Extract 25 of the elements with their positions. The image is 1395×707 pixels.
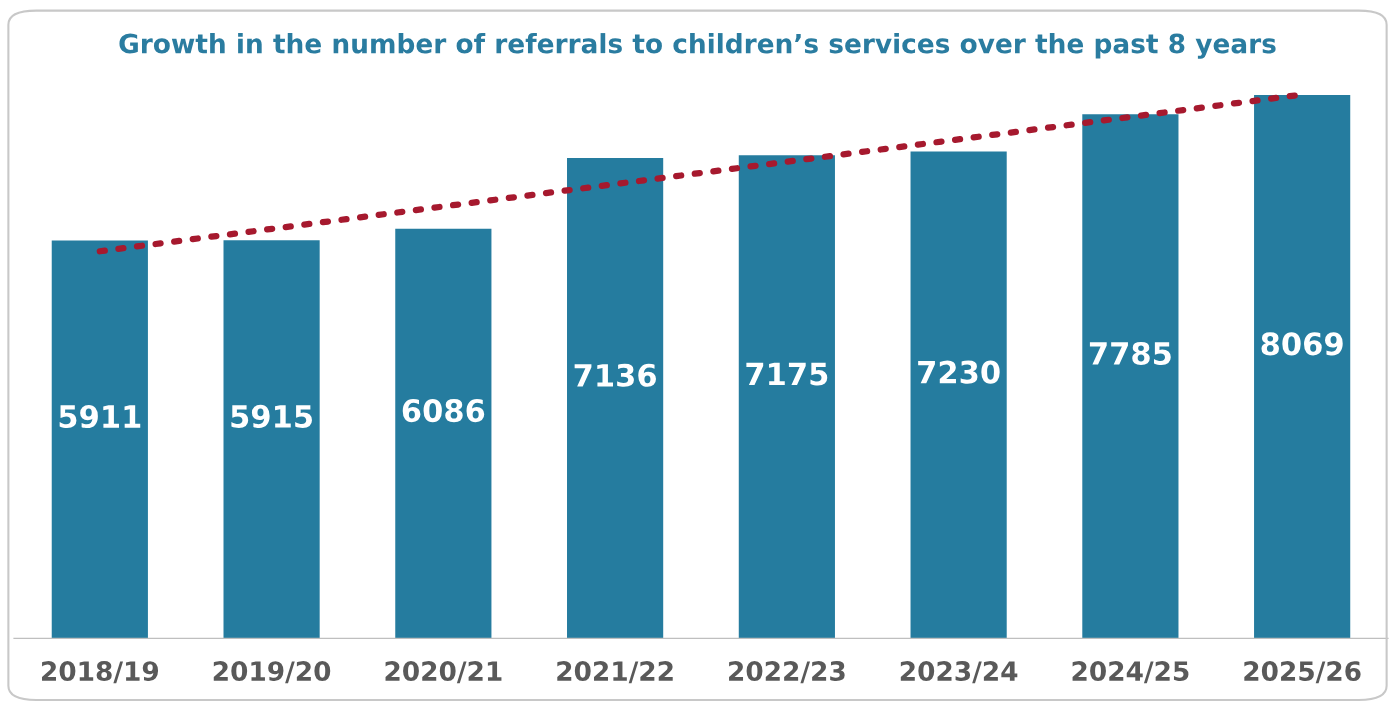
- data-label: 5915: [231, 404, 312, 428]
- x-tick-label: 2018/19: [42, 661, 159, 684]
- data-label: 5911: [59, 405, 141, 429]
- data-label: 7230: [918, 360, 1000, 384]
- data-label: 6086: [402, 399, 485, 423]
- bar: [1254, 95, 1351, 639]
- bar: [223, 240, 320, 639]
- x-tick-label: 2024/25: [1072, 661, 1189, 684]
- x-tick-label: 2022/23: [729, 661, 845, 684]
- data-label: 8069: [1261, 332, 1343, 356]
- x-tick-label: 2019/20: [213, 661, 331, 684]
- bar: [1082, 114, 1179, 639]
- chart-title: Growth in the number of referrals to children’s services over the past 8 years: [119, 33, 1276, 59]
- bar: [910, 151, 1007, 639]
- bar: [738, 155, 835, 639]
- x-tick-label: 2023/24: [900, 661, 1018, 684]
- data-label: 7785: [1089, 341, 1171, 365]
- x-tick-label: 2025/26: [1244, 661, 1361, 684]
- bar: [51, 240, 148, 639]
- x-tick-label: 2020/21: [385, 661, 502, 684]
- bar: [567, 157, 664, 639]
- data-label: 7175: [746, 362, 828, 386]
- x-tick-label: 2021/22: [557, 661, 673, 684]
- data-label: 7136: [574, 363, 656, 387]
- bar: [395, 228, 492, 639]
